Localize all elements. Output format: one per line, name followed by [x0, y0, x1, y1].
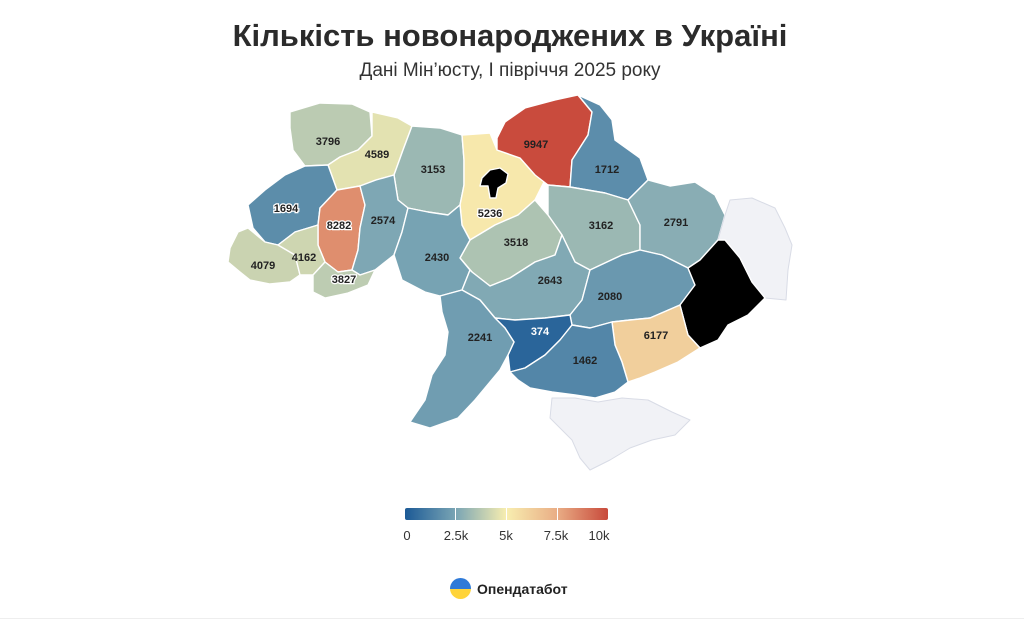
value-label-volyn: 3796: [316, 136, 340, 148]
legend-tick: 0: [403, 528, 411, 543]
value-label-zakarpattia: 4079: [251, 260, 275, 272]
page-title: Кількість новонароджених в Україні: [232, 18, 788, 53]
legend-tick: 2.5k: [443, 528, 469, 543]
legend-tick: 5k: [499, 528, 513, 543]
value-label-zaporizhzhia: 6177: [644, 330, 668, 342]
value-label-mykolaiv: 374: [531, 326, 550, 338]
region-odesa[interactable]: [409, 289, 515, 429]
value-label-sumy: 1712: [595, 164, 619, 176]
footer-divider: [0, 618, 1024, 619]
value-label-kirovohrad: 2643: [538, 275, 562, 287]
region-kherson[interactable]: [509, 321, 629, 399]
value-label-dnipropetrovsk: 2080: [598, 291, 622, 303]
value-label-ternopil: 8282: [327, 220, 351, 232]
value-label-odesa: 2241: [468, 332, 492, 344]
value-label-kharkiv: 2791: [664, 217, 688, 229]
value-label-kyiv-oblast: 5236: [478, 208, 502, 220]
labels-layer: 3796 4589 3153 5236 9947 1712 1694 8282 …: [251, 136, 688, 367]
region-chernivtsi[interactable]: [312, 261, 376, 299]
brand-name: Опендатабот: [477, 580, 568, 597]
region-khmelnytskyi[interactable]: [351, 174, 409, 276]
region-vinnytsia[interactable]: [393, 204, 471, 297]
value-label-vinnytsia: 2430: [425, 252, 449, 264]
legend-tick: 7.5k: [543, 528, 569, 543]
region-donetsk[interactable]: [679, 239, 766, 349]
region-crimea[interactable]: [549, 397, 691, 471]
regions-layer: [227, 94, 793, 471]
value-label-kherson: 1462: [573, 355, 597, 367]
legend-separator: [455, 508, 456, 520]
brand[interactable]: Опендатабот: [450, 578, 568, 599]
value-label-chernihiv: 9947: [524, 139, 548, 151]
page-subtitle: Дані Мін’юсту, І півріччя 2025 року: [359, 60, 661, 81]
opendatabot-logo-icon: [450, 578, 471, 599]
region-kyiv-city[interactable]: [479, 167, 509, 199]
value-label-ivano-frankivsk: 4162: [292, 252, 316, 264]
value-label-khmelnytskyi: 2574: [371, 215, 396, 227]
legend-separator: [506, 508, 507, 520]
value-label-chernivtsi: 3827: [332, 274, 356, 286]
value-label-rivne: 4589: [365, 149, 389, 161]
value-label-lviv: 1694: [274, 203, 299, 215]
legend-tick: 10k: [588, 528, 610, 543]
value-label-poltava: 3162: [589, 220, 613, 232]
legend-separator: [557, 508, 558, 520]
value-label-cherkasy: 3518: [504, 237, 528, 249]
value-label-zhytomyr: 3153: [421, 164, 445, 176]
